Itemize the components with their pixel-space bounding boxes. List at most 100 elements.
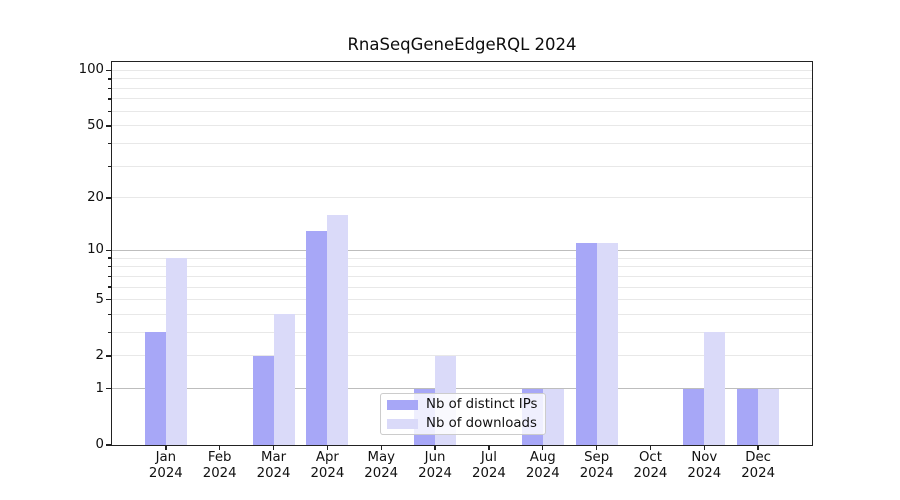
x-tick-label: May 2024: [349, 450, 413, 482]
y-tick-mark: [106, 298, 112, 301]
x-tick-year: 2024: [364, 466, 399, 481]
x-tick-month: May: [367, 450, 395, 465]
x-tick-year: 2024: [633, 466, 668, 481]
y-tick-mark: [106, 125, 112, 127]
legend: Nb of distinct IPs Nb of downloads: [380, 393, 546, 435]
y-minor-tick-mark: [108, 313, 112, 316]
x-tick-month: Feb: [207, 450, 232, 465]
x-tick-year: 2024: [418, 466, 452, 481]
y-tick-mark: [106, 197, 112, 199]
y-minor-tick-mark: [108, 78, 112, 80]
bar-mar-downloads: [273, 314, 295, 445]
y-tick-mark: [106, 444, 112, 446]
y-minor-tick-mark: [108, 110, 112, 112]
x-tick-mark: [703, 445, 705, 450]
x-tick-year: 2024: [202, 466, 237, 481]
y-tick-label: 2: [95, 347, 104, 363]
x-tick-mark: [488, 445, 490, 450]
y-tick-label: 50: [87, 117, 104, 133]
y-minor-tick-mark: [108, 87, 112, 89]
x-tick-label: Dec 2024: [726, 450, 790, 482]
bar-apr-downloads: [327, 215, 349, 445]
gridline-minor: [112, 125, 812, 127]
y-minor-tick-mark: [108, 142, 112, 145]
x-tick-label: Feb 2024: [188, 450, 252, 482]
x-tick-mark: [380, 445, 382, 450]
x-tick-mark: [542, 445, 544, 450]
bar-jan-downloads: [165, 258, 187, 445]
bar-dec-downloads: [758, 388, 780, 445]
x-tick-year: 2024: [741, 466, 776, 481]
bar-dec-distinct-ips: [737, 388, 759, 445]
bar-aug-downloads: [542, 388, 564, 445]
gridline-major: [112, 249, 812, 251]
legend-label-distinct-ips: Nb of distinct IPs: [426, 397, 538, 412]
x-tick-label: Jul 2024: [457, 450, 521, 482]
x-tick-month: Mar: [260, 450, 287, 465]
y-tick-label: 0: [95, 437, 104, 452]
y-minor-tick-mark: [108, 331, 112, 334]
legend-item-distinct-ips: Nb of distinct IPs: [387, 396, 539, 413]
x-tick-mark: [218, 445, 221, 450]
y-tick-mark: [106, 388, 112, 390]
x-tick-label: Sep 2024: [565, 450, 629, 482]
x-tick-label: Jan 2024: [134, 450, 198, 482]
y-minor-tick-mark: [108, 275, 112, 277]
gridline-major: [112, 388, 812, 390]
x-tick-month: Oct: [638, 450, 662, 465]
gridline-minor: [112, 197, 812, 199]
y-minor-tick-mark: [108, 257, 112, 259]
x-tick-month: Nov: [691, 450, 718, 465]
bar-sep-distinct-ips: [575, 243, 597, 445]
x-tick-month: Jun: [424, 450, 446, 465]
gridline-minor: [112, 266, 812, 268]
gridline-minor: [112, 331, 812, 333]
x-tick-year: 2024: [472, 466, 506, 481]
y-tick-label: 100: [78, 62, 104, 78]
gridline-minor: [112, 257, 812, 259]
y-tick-mark: [106, 355, 112, 357]
x-tick-year: 2024: [687, 466, 722, 481]
legend-swatch-downloads: [387, 418, 418, 429]
legend-item-downloads: Nb of downloads: [387, 415, 539, 432]
legend-swatch-distinct-ips: [387, 399, 418, 410]
chart-title: RnaSeqGeneEdgeRQL 2024: [347, 35, 577, 54]
bar-apr-distinct-ips: [306, 230, 328, 445]
y-minor-tick-mark: [108, 98, 112, 100]
y-tick-label: 10: [87, 242, 104, 258]
x-tick-mark: [595, 445, 598, 450]
x-tick-label: Nov 2024: [672, 450, 736, 482]
x-tick-label: Aug 2024: [511, 450, 575, 482]
y-minor-tick-mark: [108, 165, 112, 167]
bar-jan-distinct-ips: [144, 332, 166, 445]
x-tick-year: 2024: [256, 466, 291, 481]
bar-nov-distinct-ips: [683, 388, 705, 445]
y-tick-mark: [106, 69, 112, 72]
x-tick-mark: [649, 445, 652, 450]
y-tick-label: 20: [87, 189, 104, 205]
bar-mar-distinct-ips: [252, 355, 274, 445]
x-tick-label: Jun 2024: [403, 450, 467, 482]
x-tick-year: 2024: [148, 466, 183, 481]
y-tick-label: 1: [95, 380, 104, 396]
gridline-minor: [112, 165, 812, 167]
y-tick-mark: [106, 249, 112, 252]
x-tick-month: Jul: [480, 450, 497, 465]
gridline-minor: [112, 286, 812, 288]
x-tick-label: Oct 2024: [618, 450, 682, 482]
x-tick-month: Jan: [155, 450, 177, 465]
x-tick-month: Dec: [745, 450, 771, 465]
y-minor-tick-mark: [108, 265, 112, 268]
gridline-minor: [112, 143, 812, 145]
gridline-minor: [112, 110, 812, 112]
gridline-minor: [112, 313, 812, 315]
x-tick-mark: [272, 445, 275, 450]
gridline-minor: [112, 98, 812, 100]
gridline-minor: [112, 355, 812, 357]
plot-area: [111, 61, 813, 446]
bar-nov-downloads: [704, 332, 726, 445]
x-tick-mark: [165, 445, 167, 450]
y-tick-label: 5: [95, 291, 104, 307]
x-tick-year: 2024: [525, 466, 560, 481]
